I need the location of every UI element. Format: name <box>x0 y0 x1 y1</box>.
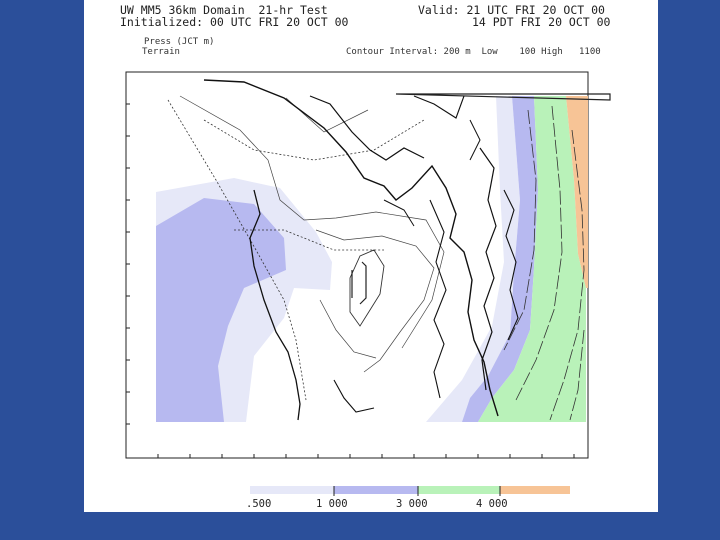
colorbar <box>250 486 570 496</box>
colorbar-label-1: .500 <box>246 498 272 510</box>
terrain-label: Terrain <box>142 47 180 57</box>
valid-time-local: 14 PDT FRI 20 OCT 00 <box>472 15 611 29</box>
terrain-lavender-east <box>462 96 538 422</box>
colorbar-segment-3 <box>418 486 500 494</box>
colorbar-segment-4 <box>500 486 570 494</box>
colorbar-label-2: 1 000 <box>316 498 348 510</box>
terrain-orange <box>566 96 588 288</box>
terrain-light-east <box>426 96 520 422</box>
colorbar-segment-2 <box>334 486 418 494</box>
valid-time-utc: Valid: 21 UTC FRI 20 OCT 00 <box>418 3 605 17</box>
title-line-1: UW MM5 36km Domain 21-hr Test <box>120 3 328 17</box>
colorbar-label-4: 4 000 <box>476 498 508 510</box>
contour-interval-label: Contour Interval: 200 m Low 100 High 110… <box>346 47 601 57</box>
colorbar-segment-1 <box>250 486 334 494</box>
figure-panel: UW MM5 36km Domain 21-hr Test Initialize… <box>84 0 658 512</box>
terrain-lavender-west <box>156 198 286 422</box>
field-label: Press (JCT m) <box>144 37 215 47</box>
title-line-2: Initialized: 00 UTC FRI 20 OCT 00 <box>120 15 349 29</box>
colorbar-label-3: 3 000 <box>396 498 428 510</box>
terrain-map <box>125 71 611 496</box>
